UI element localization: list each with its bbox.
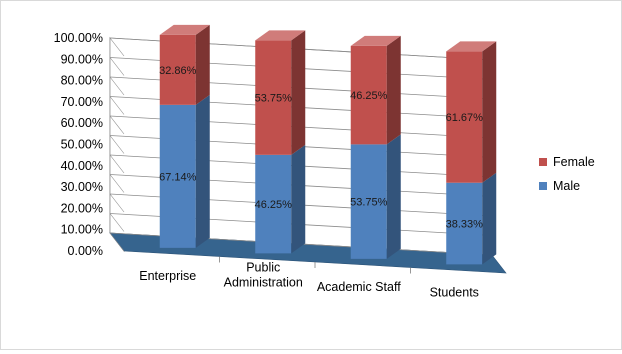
side-gridline <box>109 76 125 96</box>
y-tick-label: 60.00% <box>61 116 103 130</box>
data-label-female: 46.25% <box>350 90 388 102</box>
bar-front <box>446 182 483 265</box>
legend: Female Male <box>539 155 595 193</box>
bar-top <box>159 24 210 35</box>
y-tick-label: 40.00% <box>61 159 103 173</box>
legend-label-female: Female <box>553 155 595 169</box>
side-gridline <box>109 154 125 174</box>
legend-swatch-male <box>539 182 547 190</box>
category-label: Students <box>430 285 479 299</box>
bar-front <box>350 45 387 145</box>
bar-top <box>255 30 306 41</box>
bar-side <box>195 94 210 248</box>
data-label-female: 61.67% <box>446 112 484 124</box>
bar-front <box>255 40 292 155</box>
y-tick-label: 80.00% <box>61 74 103 88</box>
side-gridline <box>109 115 125 135</box>
y-tick-label: 100.00% <box>54 31 103 45</box>
side-gridline <box>109 37 125 57</box>
y-axis-ticks: 0.00% 10.00% 20.00% 30.00% 40.00% 50.00% 60.00… <box>54 31 103 258</box>
side-gridline <box>109 57 125 76</box>
bar-side <box>386 134 401 259</box>
y-tick-label: 50.00% <box>61 138 103 152</box>
category-label: Academic Staff <box>317 280 401 294</box>
data-label-female: 53.75% <box>255 93 293 105</box>
bar-side <box>291 30 306 155</box>
y-tick-label: 0.00% <box>68 244 103 258</box>
side-gridline <box>109 213 125 232</box>
bar-male <box>446 172 497 265</box>
category-labels: Enterprise Public Administration Academic S… <box>139 256 479 299</box>
y-tick-label: 70.00% <box>61 95 103 109</box>
bar-front <box>255 154 292 254</box>
category-label: Enterprise <box>139 269 196 283</box>
bar-side <box>386 35 401 145</box>
bar-top <box>350 35 401 46</box>
side-gridline <box>109 96 125 115</box>
legend-swatch-female <box>539 158 547 166</box>
bar-female <box>255 30 306 155</box>
bar-front <box>159 104 196 248</box>
side-gridline <box>109 232 125 252</box>
side-gridline <box>109 135 125 154</box>
bar-female <box>159 24 210 105</box>
bar-side <box>482 41 497 183</box>
bar-side <box>195 24 210 105</box>
bar-front <box>446 51 483 183</box>
chart-svg: 0.00% 10.00% 20.00% 30.00% 40.00% 50.00% 60.00… <box>54 24 595 299</box>
legend-label-male: Male <box>553 179 580 193</box>
data-label-male: 53.75% <box>350 197 388 209</box>
y-tick-label: 90.00% <box>61 52 103 66</box>
bar-male <box>350 134 401 259</box>
data-label-male: 46.25% <box>255 199 293 211</box>
bars <box>159 24 497 265</box>
bar-male <box>159 94 210 248</box>
data-label-male: 67.14% <box>159 171 197 183</box>
bar-female <box>446 41 497 183</box>
bar-side <box>291 144 306 254</box>
data-label-female: 32.86% <box>159 65 197 77</box>
bar-front <box>159 34 196 105</box>
category-label: Public Administration <box>224 260 303 289</box>
side-gridline <box>109 174 125 193</box>
data-label-male: 38.33% <box>446 219 484 231</box>
bar-side <box>482 172 497 265</box>
y-tick-label: 20.00% <box>61 201 103 215</box>
y-tick-label: 10.00% <box>61 223 103 237</box>
bar-front <box>350 144 387 259</box>
bar-male <box>255 144 306 254</box>
bar-female <box>350 35 401 145</box>
y-tick-label: 30.00% <box>61 180 103 194</box>
data-labels: 67.14% 32.86% 46.25% 53.75% 53.75% 46.25% 38.3… <box>159 65 483 231</box>
side-gridline <box>109 193 125 213</box>
bar-top <box>446 41 497 52</box>
